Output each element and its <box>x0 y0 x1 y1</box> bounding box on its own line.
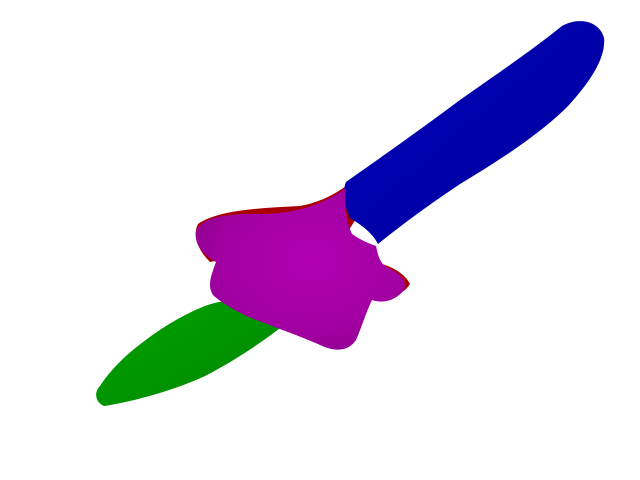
blade-shading <box>343 21 605 244</box>
handle-shading <box>96 299 280 406</box>
hilt-shading <box>195 188 405 350</box>
